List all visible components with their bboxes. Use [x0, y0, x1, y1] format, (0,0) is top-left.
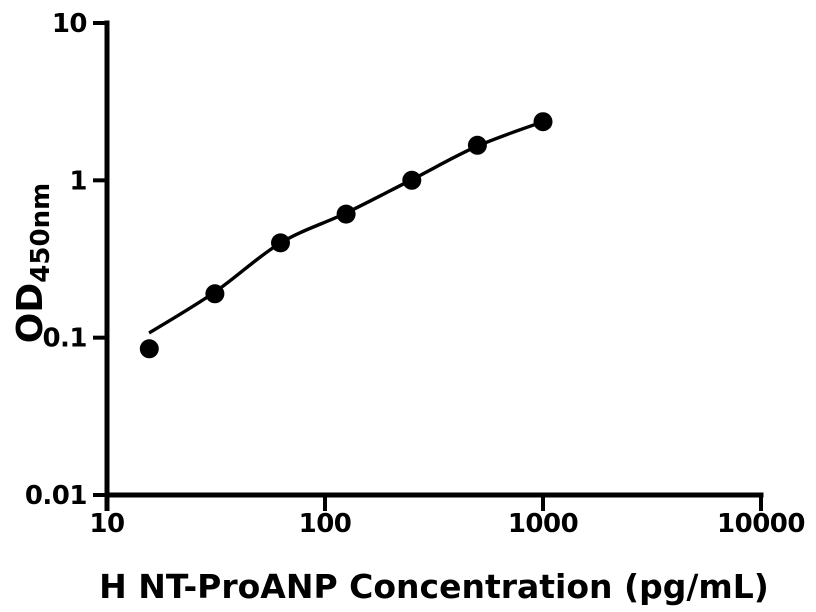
data-points: [139, 112, 553, 359]
fit-curve-line: [148, 120, 544, 335]
tick-labels: 0.01 0.1 1 10 10 100 1000 10000: [25, 9, 806, 539]
axes: [93, 20, 764, 511]
x-tick-label: 100: [299, 509, 352, 539]
x-tick-label: 10: [89, 509, 124, 539]
data-point: [205, 284, 225, 304]
y-axis-title-subscript: 450nm: [26, 183, 56, 283]
x-tick-label: 10000: [717, 509, 805, 539]
data-point: [533, 112, 553, 132]
data-point: [336, 204, 356, 224]
y-axis-title-main: OD: [10, 283, 51, 344]
x-tick-label: 1000: [508, 509, 578, 539]
y-tick-label: 0.1: [42, 324, 87, 354]
data-point: [271, 233, 290, 253]
y-tick-label: 10: [52, 9, 87, 39]
data-point: [467, 135, 487, 155]
x-axis-title: H NT-ProANP Concentration (pg/mL): [99, 567, 769, 606]
data-point: [139, 339, 159, 359]
y-axis-title: OD450nm: [10, 183, 56, 343]
y-tick-label: 0.01: [25, 481, 87, 511]
y-tick-label: 1: [69, 166, 87, 196]
data-point: [402, 170, 422, 190]
